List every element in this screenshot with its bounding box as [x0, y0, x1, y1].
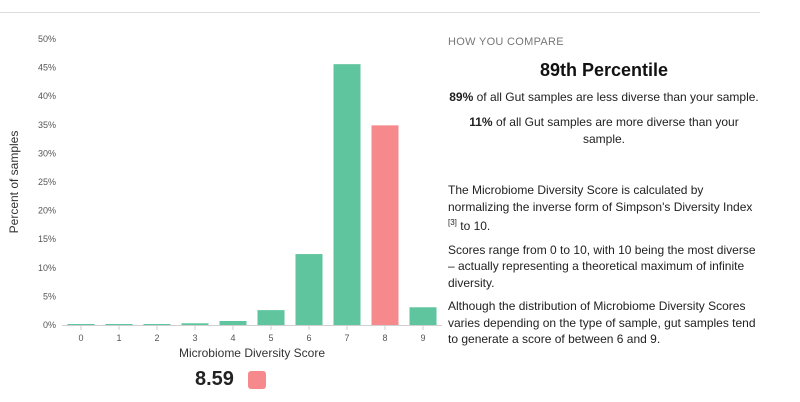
distribution-text: Although the distribution of Microbiome …: [448, 299, 756, 346]
x-tick-label: 0: [78, 333, 83, 343]
y-tick-label: 50%: [38, 34, 56, 44]
description-text: The Microbiome Diversity Score is calcul…: [448, 183, 753, 214]
bar: [219, 320, 247, 325]
bar: [409, 307, 437, 325]
y-tick-label: 15%: [38, 234, 56, 244]
bar: [333, 64, 361, 325]
less-diverse-text: of all Gut samples are less diverse than…: [473, 90, 759, 104]
score-range-text: Scores range from 0 to 10, with 10 being…: [448, 242, 756, 290]
bar: [181, 323, 209, 325]
score-value: 8.59: [195, 368, 234, 390]
description-tail: to 10.: [456, 219, 491, 233]
bar: [257, 310, 285, 325]
score-color-swatch: [247, 370, 266, 389]
x-tick-label: 3: [192, 333, 197, 343]
x-tick-label: 6: [306, 333, 311, 343]
y-tick-label: 30%: [38, 148, 56, 158]
diversity-histogram: 0% 5% 10% 15% 20% 25% 30% 35% 40% 45% 50% 0 1 2 3 4 5 6 7 8…: [7, 34, 442, 360]
x-tick-label: 7: [344, 333, 349, 343]
more-diverse-percent: 11%: [469, 115, 493, 129]
y-tick-label: 40%: [38, 91, 56, 101]
bar: [371, 125, 399, 325]
percentile-title: 89th Percentile: [539, 60, 669, 80]
bar: [143, 324, 171, 325]
more-diverse-statement: 11% of all Gut samples are more diverse …: [448, 114, 760, 148]
section-heading: HOW YOU COMPARE: [448, 36, 564, 48]
x-tick-label: 8: [382, 333, 387, 343]
y-tick-label: 10%: [38, 263, 56, 273]
y-tick-label: 45%: [38, 63, 56, 73]
score-description: The Microbiome Diversity Score is calcul…: [448, 182, 760, 235]
x-tick-label: 5: [268, 333, 273, 343]
y-tick-label: 0%: [43, 320, 56, 330]
y-axis-label: Percent of samples: [7, 131, 21, 234]
x-tick-label: 4: [230, 333, 235, 343]
x-tick-label: 2: [154, 333, 159, 343]
bar: [67, 324, 95, 325]
y-tick-label: 20%: [38, 206, 56, 216]
less-diverse-percent: 89%: [449, 90, 474, 104]
comparison-panel: HOW YOU COMPARE 89th Percentile 89% of a…: [448, 36, 760, 348]
y-tick-label: 35%: [38, 120, 56, 130]
less-diverse-statement: 89% of all Gut samples are less diverse …: [448, 89, 760, 106]
y-tick-label: 5%: [43, 291, 56, 301]
x-tick-label: 9: [420, 333, 425, 343]
bar: [105, 324, 133, 325]
x-axis-label: Microbiome Diversity Score: [179, 346, 325, 360]
x-tick-label: 1: [116, 333, 121, 343]
top-divider: [0, 12, 760, 13]
bar: [295, 254, 323, 325]
y-tick-label: 25%: [38, 177, 56, 187]
score-readout: 8.59: [195, 368, 266, 391]
reference-link[interactable]: [3]: [448, 218, 457, 227]
more-diverse-text: of all Gut samples are more diverse than…: [492, 115, 739, 146]
